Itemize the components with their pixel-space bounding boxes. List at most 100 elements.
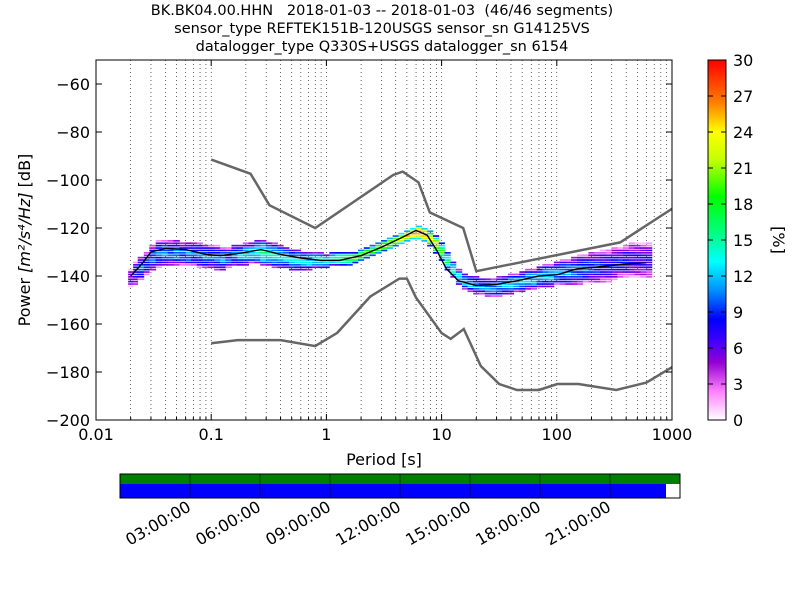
density-cell <box>409 228 417 230</box>
density-cell <box>617 273 624 276</box>
density-cell <box>611 271 618 273</box>
density-cell <box>173 264 180 266</box>
density-cell <box>640 264 647 266</box>
density-cell <box>214 264 221 266</box>
density-cell <box>455 273 463 276</box>
density-cell <box>381 249 388 252</box>
density-cell <box>335 254 342 257</box>
density-cell <box>143 273 150 276</box>
density-cell <box>577 254 584 257</box>
density-cell <box>502 285 509 288</box>
density-cell <box>173 242 180 245</box>
density-cell <box>473 276 480 278</box>
density-cell <box>577 256 584 259</box>
density-cell <box>346 261 353 264</box>
density-cell <box>179 256 187 259</box>
density-cell <box>611 276 618 278</box>
density-cell <box>191 242 198 245</box>
density-cell <box>594 252 601 254</box>
density-cell <box>283 264 290 266</box>
density-cell <box>254 261 261 264</box>
density-cell <box>536 280 543 283</box>
density-cell <box>605 261 612 264</box>
density-cell <box>167 244 174 247</box>
density-cell <box>386 240 394 242</box>
density-cell <box>646 261 653 264</box>
density-cell <box>219 256 226 259</box>
density-cell <box>346 264 353 266</box>
density-cell <box>137 278 145 281</box>
density-cell <box>427 232 434 235</box>
density-cell <box>634 264 641 266</box>
density-cell <box>496 278 503 281</box>
density-cell <box>450 264 457 266</box>
density-cell <box>155 256 162 259</box>
density-cell <box>196 261 203 264</box>
density-cell <box>277 259 284 261</box>
density-cell <box>553 268 561 271</box>
density-cell <box>155 242 162 245</box>
density-cell <box>143 254 150 257</box>
density-cell <box>588 261 595 264</box>
colorbar-label: [%] <box>769 226 788 254</box>
density-cell <box>571 261 578 264</box>
density-cell <box>375 252 382 254</box>
density-cell <box>294 266 301 269</box>
density-cell <box>617 261 624 264</box>
density-cell <box>237 244 244 247</box>
density-cell <box>577 283 584 285</box>
timeline: 03:00:0006:00:0009:00:0012:00:0015:00:00… <box>119 473 681 549</box>
density-cell <box>623 256 630 259</box>
density-cell <box>179 252 187 254</box>
density-cell <box>548 276 555 278</box>
density-cell <box>548 264 555 266</box>
density-cell <box>628 276 635 278</box>
density-cell <box>155 240 162 242</box>
density-cell <box>640 244 647 247</box>
density-cell <box>375 242 382 245</box>
density-cell <box>461 278 468 281</box>
density-cell <box>594 259 601 261</box>
density-cell <box>582 278 589 281</box>
density-cell <box>260 244 267 247</box>
density-cell <box>225 264 232 266</box>
density-cell <box>208 244 215 247</box>
density-cell <box>634 271 641 273</box>
density-cell <box>137 273 145 276</box>
density-cell <box>155 247 162 249</box>
density-cell <box>306 254 313 257</box>
density-cell <box>646 266 653 269</box>
density-cell <box>605 280 612 283</box>
density-cell <box>381 240 388 242</box>
density-cell <box>185 242 192 245</box>
density-cell <box>594 273 601 276</box>
density-cell <box>271 264 278 266</box>
density-cell <box>605 252 612 254</box>
density-cell <box>323 261 330 264</box>
density-cell <box>231 247 238 249</box>
density-cell <box>225 247 232 249</box>
density-cell <box>248 261 255 264</box>
density-cell <box>202 261 209 264</box>
y-tick-label: −80 <box>56 123 90 142</box>
density-cell <box>260 254 267 257</box>
density-cell <box>432 235 440 237</box>
density-cell <box>507 276 515 278</box>
density-cell <box>363 249 370 252</box>
density-cell <box>646 247 653 249</box>
density-cell <box>149 244 157 247</box>
density-cell <box>237 264 244 266</box>
density-cell <box>179 244 187 247</box>
density-cell <box>640 256 647 259</box>
density-cell <box>242 249 249 252</box>
density-cell <box>143 264 150 266</box>
density-cell <box>473 280 480 283</box>
density-cell <box>155 266 162 269</box>
density-cell <box>191 247 198 249</box>
density-cell <box>283 266 290 269</box>
density-cell <box>473 292 480 295</box>
density-cell <box>634 242 641 245</box>
density-cell <box>225 256 232 259</box>
density-cell <box>496 290 503 293</box>
density-cell <box>565 268 572 271</box>
